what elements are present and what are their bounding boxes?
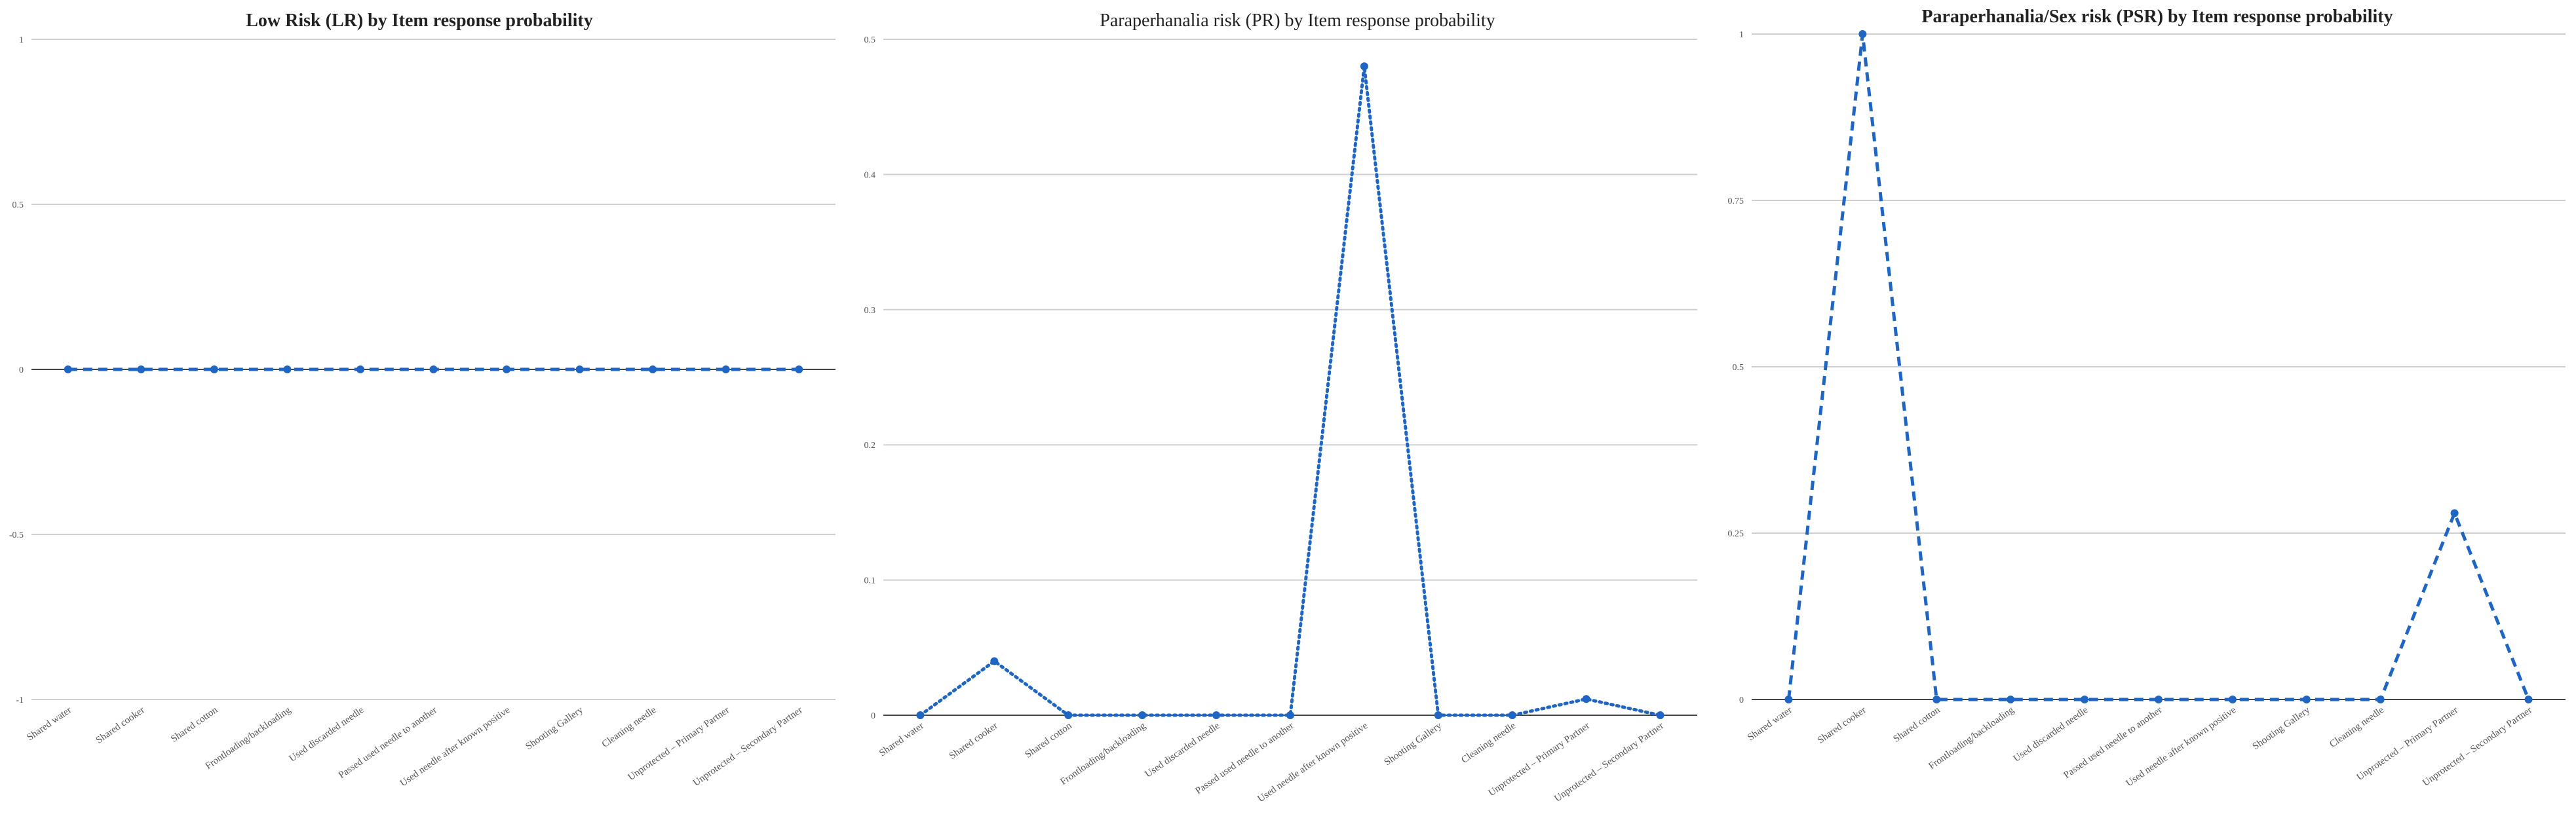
x-tick-label: Shooting Gallery xyxy=(524,705,585,752)
data-point xyxy=(1784,696,1793,703)
chart-svg: Paraperhanalia risk (PR) by Item respons… xyxy=(864,10,1697,804)
x-tick-label: Frontloading/backloading xyxy=(1927,705,2016,772)
data-point xyxy=(1508,711,1516,719)
y-tick-label: 0 xyxy=(871,711,875,721)
data-point xyxy=(649,365,657,373)
data-point xyxy=(1064,711,1073,719)
x-tick-label: Used discarded needle xyxy=(2012,705,2090,764)
y-tick-label: 0 xyxy=(1739,696,1744,705)
x-tick-label: Shared cotton xyxy=(1023,720,1073,760)
chart-panel-paraphernalia-risk: Paraperhanalia risk (PR) by Item respons… xyxy=(845,0,1710,839)
data-point xyxy=(1858,30,1867,38)
data-point xyxy=(990,657,999,665)
data-point xyxy=(64,365,72,373)
x-tick-label: Used discarded needle xyxy=(288,705,366,764)
y-tick-label: 0.5 xyxy=(864,35,876,45)
data-point xyxy=(721,365,730,373)
series-line xyxy=(918,64,1663,717)
data-point xyxy=(575,365,584,373)
y-tick-label: 0.3 xyxy=(864,306,876,316)
chart-panel-paraphernalia-sex-risk: Paraperhanalia/Sex risk (PSR) by Item re… xyxy=(1710,0,2576,839)
y-tick-label: 0.25 xyxy=(1728,529,1744,539)
data-point xyxy=(356,365,364,373)
y-tick-label: 1 xyxy=(1739,30,1744,40)
x-tick-label: Cleaning needle xyxy=(1459,720,1518,766)
chart-svg: Paraperhanalia/Sex risk (PSR) by Item re… xyxy=(1728,7,2566,789)
data-point xyxy=(2302,696,2311,703)
data-point xyxy=(1582,695,1590,703)
y-tick-label: 0.4 xyxy=(864,170,876,180)
y-tick-label: 0.5 xyxy=(1733,363,1744,373)
y-tick-label: 0.1 xyxy=(864,576,876,586)
data-point xyxy=(2228,696,2237,703)
y-tick-label: -0.5 xyxy=(9,531,24,540)
chart-title: Low Risk (LR) by Item response probabili… xyxy=(246,10,592,31)
y-tick-label: 0.75 xyxy=(1728,196,1744,206)
x-tick-label: Shooting Gallery xyxy=(1383,720,1444,768)
data-point xyxy=(1212,711,1221,719)
y-tick-label: 0 xyxy=(19,365,24,375)
x-tick-label: Shared water xyxy=(1746,705,1794,743)
y-tick-label: 0.2 xyxy=(864,441,876,451)
data-point xyxy=(2155,696,2163,703)
data-point xyxy=(1932,696,1941,703)
x-tick-label: Shooting Gallery xyxy=(2251,705,2313,752)
data-point xyxy=(1138,711,1147,719)
data-point xyxy=(1656,711,1664,719)
y-tick-label: 0.5 xyxy=(12,200,24,210)
data-point xyxy=(2524,696,2533,703)
data-point xyxy=(2007,696,2015,703)
x-tick-label: Used discarded needle xyxy=(1144,720,1222,780)
x-tick-label: Shared cotton xyxy=(1891,705,1942,745)
chart-panel-low-risk: Low Risk (LR) by Item response probabili… xyxy=(0,0,845,839)
x-tick-label: Shared water xyxy=(877,720,926,758)
data-point xyxy=(503,365,511,373)
data-point xyxy=(429,365,438,373)
y-tick-label: -1 xyxy=(16,696,24,705)
x-tick-label: Shared cotton xyxy=(169,705,220,745)
x-tick-label: Frontloading/backloading xyxy=(1058,720,1148,787)
x-tick-label: Shared water xyxy=(25,705,73,743)
data-point xyxy=(1360,62,1368,71)
data-point xyxy=(2450,509,2459,517)
data-point xyxy=(210,365,218,373)
data-point xyxy=(1434,711,1442,719)
y-tick-label: 1 xyxy=(19,35,24,45)
data-point xyxy=(2376,696,2385,703)
chart-title: Paraperhanalia/Sex risk (PSR) by Item re… xyxy=(1921,7,2393,27)
data-point xyxy=(283,365,292,373)
chart-title: Paraperhanalia risk (PR) by Item respons… xyxy=(1100,10,1495,31)
x-tick-label: Shared cooker xyxy=(948,720,1000,762)
x-tick-label: Shared cooker xyxy=(94,705,147,746)
chart-svg: Low Risk (LR) by Item response probabili… xyxy=(9,10,836,789)
data-point xyxy=(916,711,925,719)
series-line xyxy=(1786,32,2530,701)
data-point xyxy=(137,365,145,373)
data-point xyxy=(1286,711,1294,719)
x-tick-label: Shared cooker xyxy=(1816,705,1868,746)
x-tick-label: Cleaning needle xyxy=(600,705,659,750)
data-point xyxy=(2081,696,2089,703)
data-point xyxy=(795,365,803,373)
x-tick-label: Cleaning needle xyxy=(2328,705,2386,750)
